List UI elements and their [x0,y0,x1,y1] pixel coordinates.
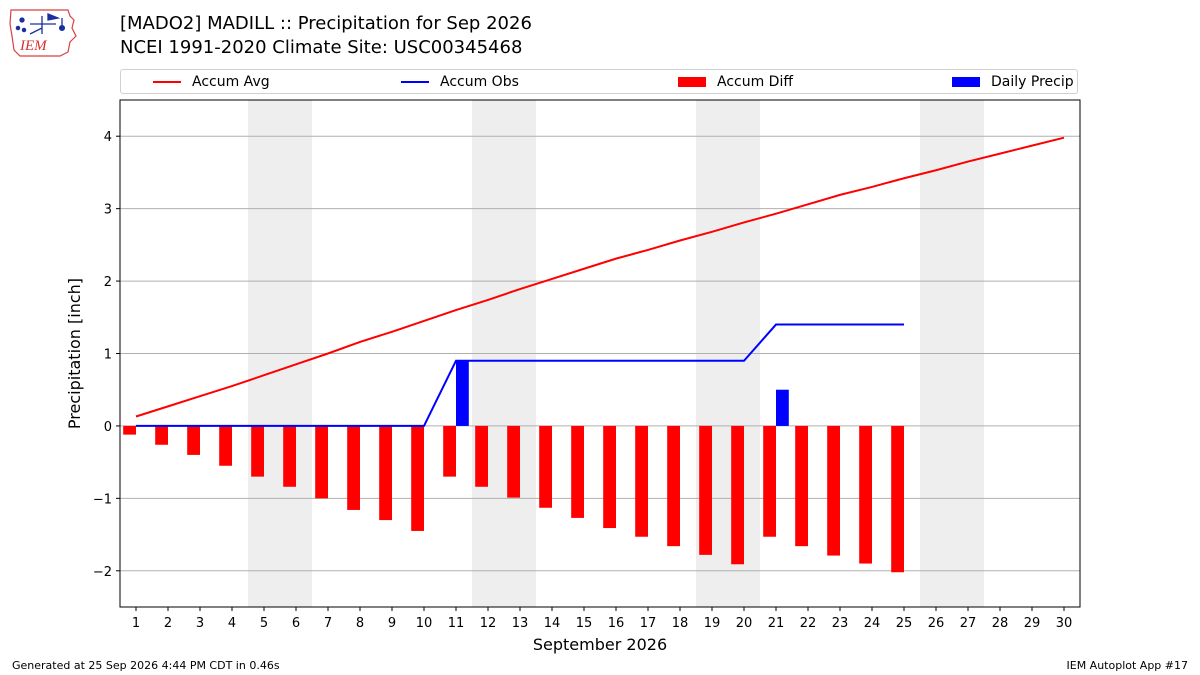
accum-diff-bar [891,425,904,573]
x-tick-label: 16 [608,616,625,631]
legend-item-accum-diff: Accum Diff [678,70,793,93]
x-tick-label: 28 [992,616,1009,631]
accum-diff-bar [315,425,328,499]
daily-precip-bar [456,360,469,426]
x-tick-label: 4 [228,616,236,631]
accum-diff-bar [443,425,456,477]
x-tick-label: 24 [864,616,881,631]
legend-swatch [401,80,429,83]
y-tick-label: −2 [93,565,112,580]
legend-item-accum-obs: Accum Obs [401,70,519,93]
legend-label: Daily Precip [991,73,1074,90]
x-tick-label: 1 [132,616,140,631]
accum-diff-bar [699,425,712,555]
x-tick-label: 17 [640,616,657,631]
accum-diff-bar [859,425,872,564]
legend-label: Accum Diff [717,73,794,90]
accum-diff-bar [251,425,264,477]
x-tick-label: 21 [768,616,785,631]
y-tick-label: 3 [104,203,112,218]
x-tick-label: 5 [260,616,268,631]
weekend-shading [696,100,760,607]
logo-text: IEM [19,38,48,54]
legend-label: Accum Avg [192,73,270,90]
x-tick-label: 8 [356,616,364,631]
accum-avg-line [135,136,1065,418]
accum-diff-bar [411,425,424,531]
legend-swatch [952,76,980,87]
accum-diff-bar [667,425,680,547]
accum-diff-bar [827,425,840,556]
x-tick-label: 6 [292,616,300,631]
accum-diff-bar [763,425,776,537]
legend: Accum Avg Accum Obs Accum Diff Daily Pre… [120,69,1078,94]
weekend-shading [920,100,984,607]
x-tick-label: 19 [704,616,721,631]
y-tick-label: −1 [93,492,112,507]
accum-diff-bar [603,425,616,529]
x-tick-label: 29 [1024,616,1041,631]
x-axis-label: September 2026 [533,635,667,654]
x-tick-label: 30 [1056,616,1073,631]
accum-diff-bar [571,425,584,518]
accum-diff-bar [507,425,520,498]
accum-diff-bar [155,425,168,445]
x-tick-label: 23 [832,616,849,631]
chart-title: [MADO2] MADILL :: Precipitation for Sep … [120,13,532,34]
weather-station-icon [15,13,66,35]
y-tick-label: 2 [104,275,112,290]
accum-diff-bar [283,425,296,487]
legend-swatch [678,76,706,87]
accum-diff-bar [795,425,808,547]
y-tick-label: 1 [104,348,112,363]
legend-swatch [153,80,181,83]
accum-diff-bar [379,425,392,521]
chart-subtitle: NCEI 1991-2020 Climate Site: USC00345468 [120,37,523,58]
x-tick-label: 3 [196,616,204,631]
accum-diff-bar [219,425,232,466]
x-tick-label: 14 [544,616,561,631]
x-tick-label: 9 [388,616,396,631]
accum-obs-line [136,323,904,427]
x-tick-label: 18 [672,616,689,631]
x-tick-label: 22 [800,616,817,631]
x-tick-label: 25 [896,616,913,631]
weekend-shading [472,100,536,607]
accum-diff-bar [539,425,552,508]
y-tick-label: 4 [104,130,112,145]
accum-diff-bar [347,425,360,510]
iem-logo: IEM [9,9,77,57]
x-tick-label: 7 [324,616,332,631]
x-tick-label: 11 [448,616,465,631]
footer-app: IEM Autoplot App #17 [1066,659,1189,672]
accum-diff-bar [475,425,488,487]
x-tick-label: 26 [928,616,945,631]
daily-precip-bar [776,389,789,426]
x-tick-label: 13 [512,616,529,631]
accum-diff-bar [187,425,200,455]
accum-diff-bar [731,425,744,565]
legend-item-daily-precip: Daily Precip [952,70,1074,93]
plot-frame [119,99,1081,608]
x-tick-label: 20 [736,616,753,631]
x-tick-label: 27 [960,616,977,631]
legend-label: Accum Obs [440,73,519,90]
iowa-outline-icon [9,9,77,57]
x-tick-label: 15 [576,616,593,631]
y-axis-label: Precipitation [inch] [65,278,84,429]
accum-diff-bar [123,425,136,435]
y-tick-label: 0 [104,420,112,435]
x-tick-label: 2 [164,616,172,631]
accum-diff-bar [635,425,648,537]
x-tick-label: 12 [480,616,497,631]
legend-item-accum-avg: Accum Avg [153,70,270,93]
footer-generated: Generated at 25 Sep 2026 4:44 PM CDT in … [12,659,280,672]
weekend-shading [248,100,312,607]
x-tick-label: 10 [416,616,433,631]
